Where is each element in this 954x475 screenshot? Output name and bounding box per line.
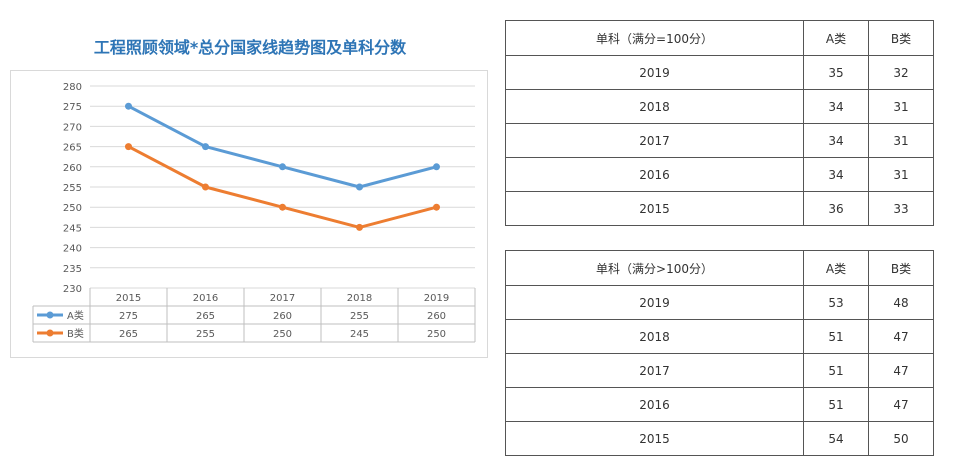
cell-year: 2018 [505,319,804,354]
y-tick-label: 235 [63,264,82,275]
x-tick-label: 2017 [270,293,295,304]
single-subject-table-100: 单科（满分=100分） A类 B类 2019 35 32 2018 34 31 … [505,20,934,226]
data-point [279,203,286,211]
cell-a: 36 [803,191,869,226]
data-table-value: 265 [119,329,138,340]
cell-a: 53 [803,285,869,320]
line-chart: 230 235 240 245 250 255 260 265 270 275 280 2015 201… [10,70,488,358]
legend-swatch-marker [46,329,54,337]
y-tick-label: 240 [63,244,82,255]
y-tick-label: 255 [63,183,82,194]
data-point [356,223,363,231]
y-tick-label: 250 [63,203,82,214]
legend-swatch-marker [46,311,54,319]
data-point [125,143,132,151]
data-table-value: 265 [196,311,215,322]
legend-label: A类 [67,309,84,322]
cell-b: 50 [868,421,934,456]
y-tick-label: 230 [63,284,82,295]
data-point [433,163,440,171]
table-row: 2015 36 33 [505,191,934,226]
cell-a: 35 [803,55,869,90]
cell-a: 54 [803,421,869,456]
chart-title: 工程照顾领域*总分国家线趋势图及单科分数 [93,38,407,57]
line-chart-svg: 230 235 240 245 250 255 260 265 270 275 280 2015 201… [32,82,476,343]
header-label: 单科（满分=100分） [505,20,804,56]
cell-a: 51 [803,387,869,422]
data-table-value: 250 [273,329,292,340]
table-row: 2016 34 31 [505,157,934,192]
cell-year: 2015 [505,191,804,226]
cell-a: 34 [803,123,869,158]
x-tick-label: 2018 [347,293,372,304]
cell-b: 47 [868,319,934,354]
table-row: 2015 54 50 [505,421,934,456]
cell-year: 2018 [505,89,804,124]
legend-label: B类 [67,327,84,340]
table-row: 2019 53 48 [505,285,934,320]
data-point [433,203,440,211]
header-label: 单科（满分>100分） [505,250,804,286]
cell-a: 51 [803,319,869,354]
cell-year: 2017 [505,353,804,388]
cell-b: 32 [868,55,934,90]
y-tick-label: 270 [63,122,82,133]
cell-b: 33 [868,191,934,226]
table-row: 2017 51 47 [505,353,934,388]
cell-b: 31 [868,123,934,158]
data-table-value: 260 [273,311,292,322]
data-table-value: 255 [196,329,215,340]
table-header-row: 单科（满分>100分） A类 B类 [505,250,934,286]
cell-year: 2019 [505,55,804,90]
data-point [202,143,209,151]
y-tick-label: 245 [63,223,82,234]
header-a: A类 [803,20,869,56]
data-point [202,183,209,191]
header-b: B类 [868,20,934,56]
data-point [125,102,132,110]
cell-year: 2019 [505,285,804,320]
data-table-value: 245 [350,329,369,340]
cell-b: 48 [868,285,934,320]
cell-year: 2016 [505,387,804,422]
cell-a: 34 [803,157,869,192]
table-row: 2019 35 32 [505,55,934,90]
x-tick-label: 2015 [116,293,141,304]
cell-a: 51 [803,353,869,388]
cell-year: 2016 [505,157,804,192]
single-subject-table-over-100: 单科（满分>100分） A类 B类 2019 53 48 2018 51 47 … [505,250,934,456]
header-a: A类 [803,250,869,286]
table-row: 2016 51 47 [505,387,934,422]
table-header-row: 单科（满分=100分） A类 B类 [505,20,934,56]
table-row: 2018 34 31 [505,89,934,124]
cell-year: 2015 [505,421,804,456]
table-row: 2017 34 31 [505,123,934,158]
cell-b: 47 [868,353,934,388]
cell-a: 34 [803,89,869,124]
data-table-value: 260 [427,311,446,322]
cell-b: 31 [868,89,934,124]
data-table-value: 275 [119,311,138,322]
header-b: B类 [868,250,934,286]
data-point [279,163,286,171]
data-point [356,183,363,191]
cell-year: 2017 [505,123,804,158]
data-table-value: 255 [350,311,369,322]
x-tick-label: 2016 [193,293,218,304]
table-row: 2018 51 47 [505,319,934,354]
data-table-value: 250 [427,329,446,340]
y-tick-label: 275 [63,102,82,113]
cell-b: 31 [868,157,934,192]
y-tick-label: 265 [63,143,82,154]
y-tick-label: 280 [63,82,82,93]
cell-b: 47 [868,387,934,422]
x-tick-label: 2019 [424,293,449,304]
y-tick-label: 260 [63,163,82,174]
